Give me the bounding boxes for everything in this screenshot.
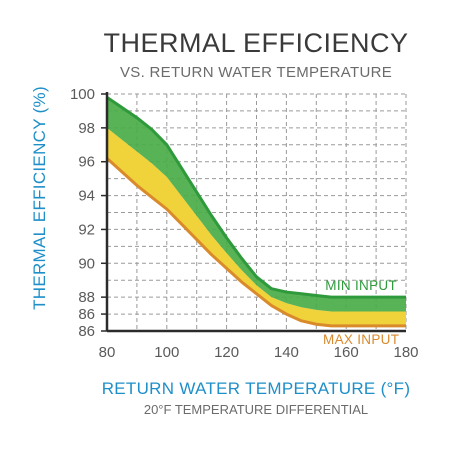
y-axis-label: THERMAL EFFICIENCY (%) [30,86,49,310]
chart-title: THERMAL EFFICIENCY [103,28,408,58]
series-lines [105,96,406,328]
series-label-min-input: MIN INPUT [325,278,397,293]
band-lower-fill [107,127,406,326]
x-tick-label: 160 [334,344,359,361]
chart-subtitle: VS. RETURN WATER TEMPERATURE [120,64,392,81]
x-tick-label: 100 [154,344,179,361]
y-tick-label: 86 [78,306,95,323]
y-tick-label: 88 [78,289,95,306]
y-tick-label: 90 [78,255,95,272]
y-tick-label: 94 [78,188,95,205]
axes [105,92,406,333]
y-tick-label: 100 [70,86,95,103]
y-tick-label: 98 [78,120,95,137]
x-tick-label: 180 [393,344,418,361]
series-label-max-input: MAX INPUT [323,332,399,347]
x-axis-note: 20°F TEMPERATURE DIFFERENTIAL [144,402,368,417]
y-tick-label: 92 [78,221,95,238]
y-tick-label: 86 [78,323,95,340]
x-tick-label: 140 [274,344,299,361]
x-tick-labels: 80 100 120 140 160 180 [99,344,419,361]
x-axis-label: RETURN WATER TEMPERATURE (°F) [102,379,411,398]
x-tick-label: 120 [214,344,239,361]
y-tick-label: 96 [78,154,95,171]
series-line-min-input [106,96,406,299]
x-tick-label: 80 [99,344,116,361]
series-line-max-input [105,157,406,328]
